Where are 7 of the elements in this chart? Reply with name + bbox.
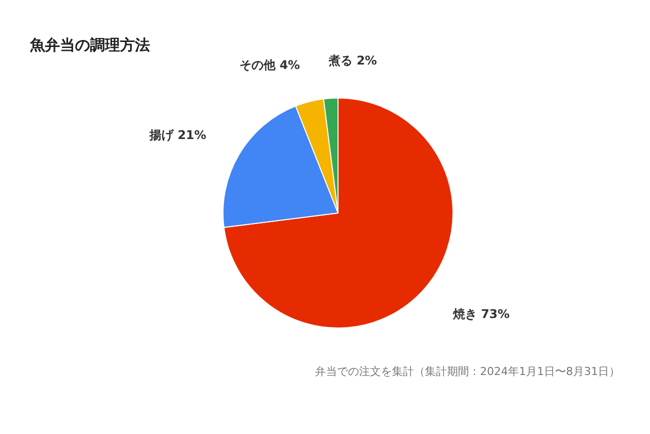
text: 弁当での注文を集計（集計期間：2024年1月1日〜8月31日）	[315, 365, 620, 378]
slice-label: 揚げ 21%	[148, 128, 206, 142]
chart-title: 魚弁当の調理方法	[29, 36, 150, 54]
pie-slice	[223, 98, 454, 328]
slice-label: その他 4%	[239, 58, 300, 72]
slice-label: 焼き 73%	[452, 307, 510, 322]
slice-label: 煮る 2%	[327, 53, 377, 68]
